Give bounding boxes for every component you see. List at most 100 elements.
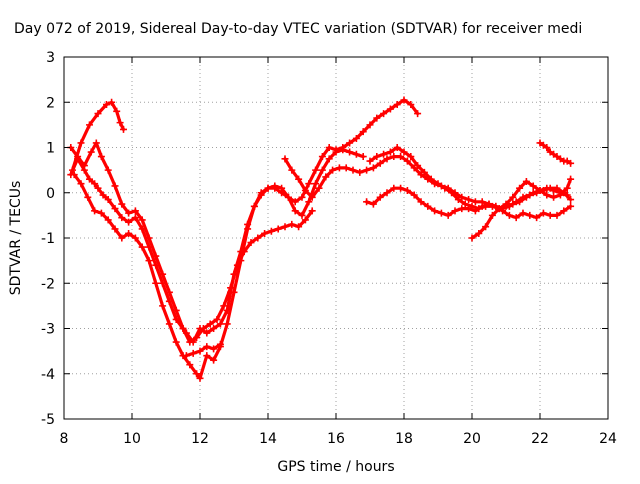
data-point (152, 252, 160, 260)
data-point (298, 211, 306, 219)
data-point (70, 171, 78, 179)
data-point (563, 191, 571, 199)
data-point (380, 110, 388, 118)
data-point (145, 234, 153, 242)
data-point (390, 153, 398, 161)
series-track-b (67, 155, 316, 346)
data-point (111, 182, 119, 190)
y-axis-label: SDTVAR / TECUs (8, 181, 24, 296)
data-point (386, 105, 394, 113)
data-point (485, 200, 493, 208)
data-point (116, 119, 124, 127)
data-point (553, 211, 561, 219)
series-track-e (182, 340, 224, 360)
data-point (94, 110, 102, 118)
data-point (308, 193, 316, 201)
data-point (475, 229, 483, 237)
data-point (247, 239, 255, 247)
data-point (172, 306, 180, 314)
series-track-h (363, 184, 575, 222)
data-point (159, 302, 167, 310)
data-point (369, 200, 377, 208)
data-point (274, 225, 282, 233)
data-point (281, 155, 289, 163)
data-point (305, 198, 313, 206)
data-point (363, 166, 371, 174)
data-point (376, 159, 384, 167)
data-point (118, 200, 126, 208)
data-point (111, 205, 119, 213)
data-point (329, 166, 337, 174)
data-point (322, 173, 330, 181)
series-line (470, 177, 573, 240)
data-point (414, 110, 422, 118)
data-point (120, 125, 127, 133)
data-point (407, 101, 415, 109)
data-point (165, 288, 173, 296)
data-point (417, 198, 425, 206)
data-point (196, 325, 204, 332)
data-point (451, 207, 459, 215)
data-point (346, 139, 354, 147)
data-point (86, 175, 93, 183)
data-point (471, 207, 479, 215)
data-point (471, 198, 479, 206)
data-point (103, 101, 110, 109)
data-point (113, 107, 121, 115)
data-point (244, 225, 252, 233)
data-point (216, 320, 224, 328)
data-point (509, 193, 517, 201)
data-point (312, 166, 320, 174)
data-point (179, 325, 187, 332)
data-point (359, 153, 367, 161)
data-point (295, 223, 303, 231)
data-point (434, 180, 442, 188)
data-point (448, 189, 456, 197)
data-point (257, 189, 265, 197)
data-point (91, 180, 99, 188)
series-track-d (70, 96, 422, 382)
data-point (301, 186, 309, 194)
y-tick-label: 2 (46, 95, 55, 111)
x-tick-label: 18 (395, 431, 413, 447)
data-point (400, 96, 408, 104)
data-point (254, 234, 262, 242)
chart-title: Day 072 of 2019, Sidereal Day-to-day VTE… (14, 21, 582, 37)
data-point (335, 164, 343, 172)
data-point (230, 288, 238, 296)
data-point (516, 198, 524, 206)
data-point (543, 191, 551, 199)
data-point (312, 180, 320, 188)
data-point (339, 144, 347, 151)
data-point (393, 144, 401, 151)
data-point (165, 320, 173, 328)
series-line (538, 141, 573, 165)
data-point (250, 202, 258, 210)
y-tick-label: 1 (46, 141, 55, 157)
y-tick-label: -3 (41, 322, 55, 338)
data-point (390, 184, 398, 192)
data-point (125, 229, 133, 237)
data-point (298, 193, 306, 201)
data-point (131, 214, 139, 222)
data-point (104, 196, 112, 204)
data-point (400, 148, 408, 156)
data-point (437, 209, 445, 217)
data-point (152, 279, 160, 287)
data-point (373, 153, 381, 161)
data-point (213, 315, 221, 323)
data-point (125, 209, 133, 217)
data-point (182, 352, 190, 360)
data-point (182, 329, 190, 337)
data-point (495, 205, 503, 213)
x-tick-label: 10 (123, 431, 141, 447)
data-point (84, 193, 92, 201)
data-point (346, 148, 354, 156)
series-layer (67, 96, 575, 382)
data-point (403, 186, 411, 194)
data-point (546, 211, 554, 219)
x-tick-label: 8 (60, 431, 69, 447)
data-point (203, 343, 211, 351)
